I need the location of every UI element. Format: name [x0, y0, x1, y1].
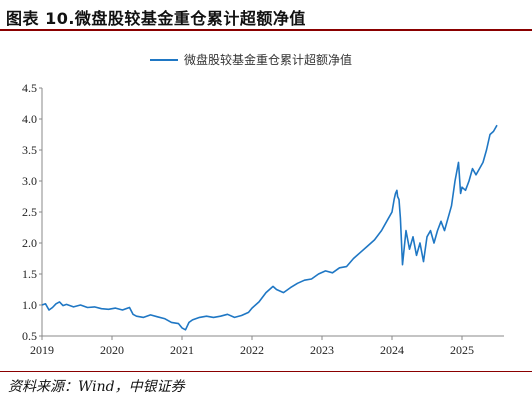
source-note: 资料来源：Wind，中银证券 — [8, 379, 185, 395]
y-tick-group: 0.5 1.0 1.5 2.0 2.5 3.0 3.5 4.0 4.5 — [22, 81, 42, 343]
y-tick-label: 3.5 — [22, 143, 37, 157]
x-tick-label: 2019 — [30, 343, 54, 357]
line-chart: 微盘股较基金重仓累计超额净值 0.5 1.0 1.5 2.0 2.5 3.0 3.5 4.0 4… — [22, 52, 504, 357]
x-tick-group: 2019 2020 2021 2022 2023 2024 2025 — [30, 336, 474, 357]
source-rule — [0, 371, 532, 372]
y-tick-label: 1.0 — [22, 298, 37, 312]
x-tick-label: 2020 — [100, 343, 124, 357]
y-tick-label: 2.5 — [22, 205, 37, 219]
x-tick-label: 2024 — [380, 343, 404, 357]
legend-label: 微盘股较基金重仓累计超额净值 — [184, 52, 352, 67]
y-tick-label: 2.0 — [22, 236, 37, 250]
x-tick-label: 2021 — [170, 343, 194, 357]
y-tick-label: 3.0 — [22, 174, 37, 188]
y-tick-label: 1.5 — [22, 267, 37, 281]
series-line — [41, 124, 498, 331]
y-tick-label: 4.5 — [22, 81, 37, 95]
legend: 微盘股较基金重仓累计超额净值 — [150, 52, 352, 67]
x-tick-label: 2025 — [450, 343, 474, 357]
y-tick-label: 0.5 — [22, 329, 37, 343]
x-tick-label: 2022 — [240, 343, 264, 357]
figure-title: 图表 10.微盘股较基金重仓累计超额净值 — [6, 9, 306, 28]
title-rule — [0, 29, 532, 31]
x-tick-label: 2023 — [310, 343, 334, 357]
y-tick-label: 4.0 — [22, 112, 37, 126]
